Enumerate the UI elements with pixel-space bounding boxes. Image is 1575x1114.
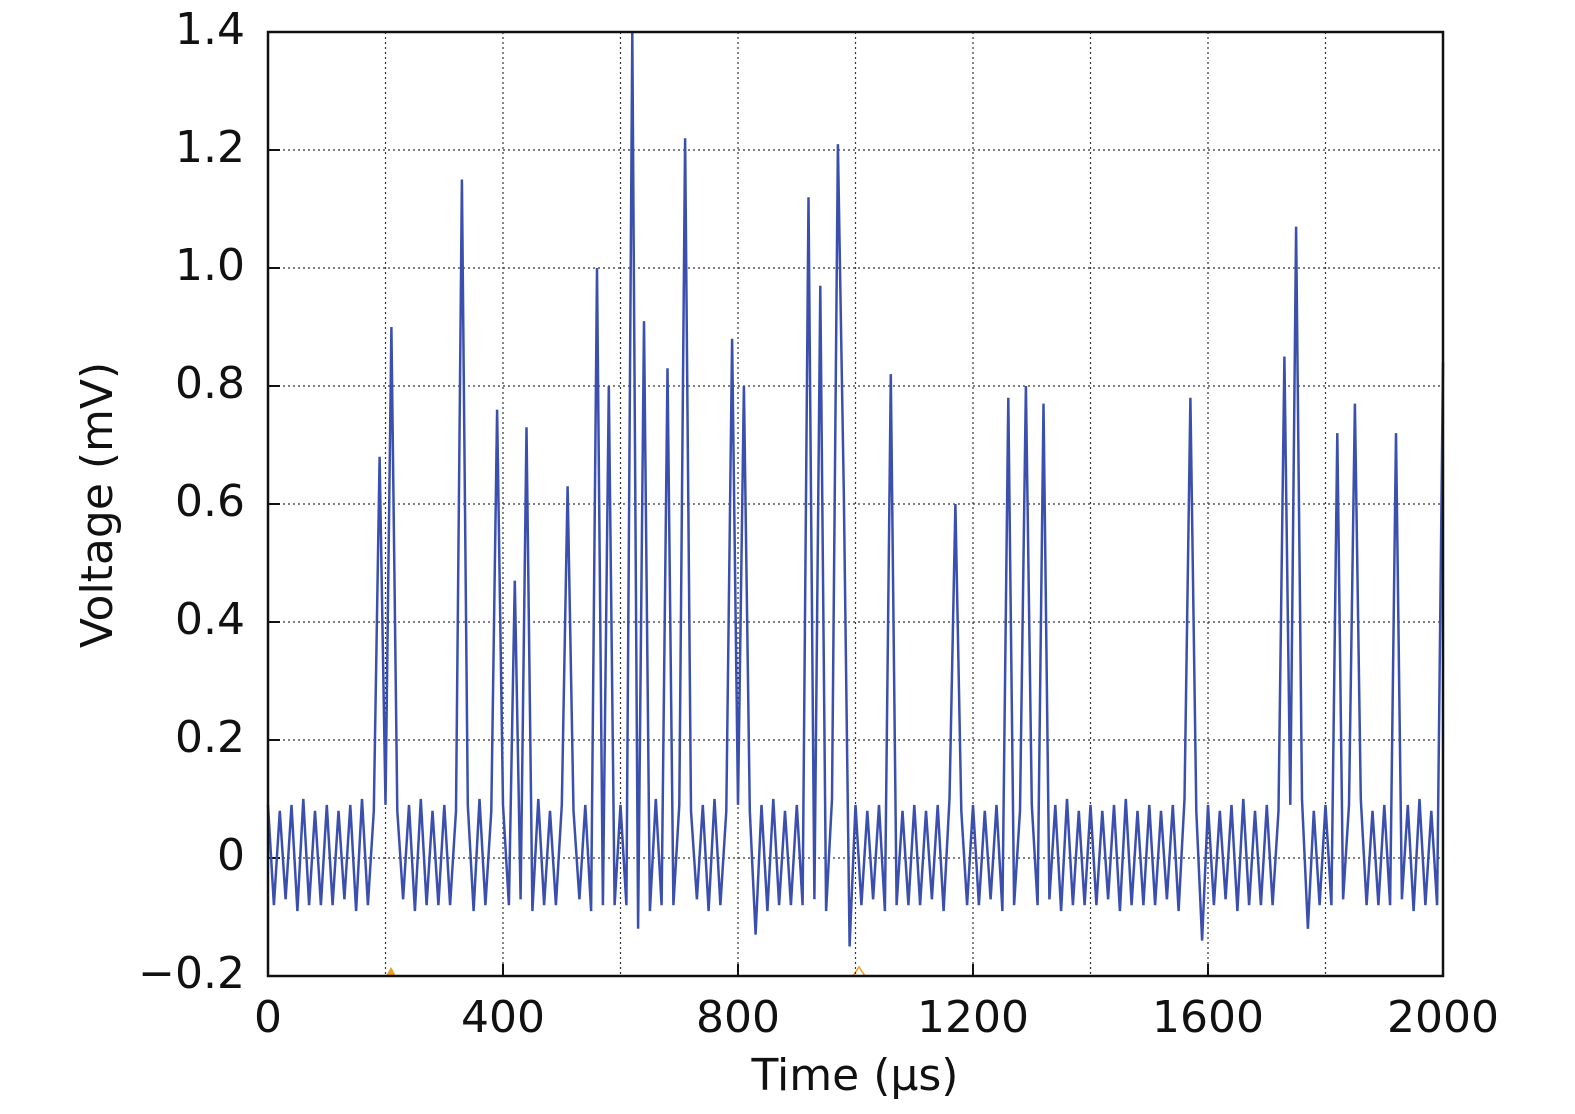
- y-axis-label: Voltage (mV): [72, 362, 123, 648]
- trigger-marker: [386, 967, 396, 976]
- x-axis-label: Time (µs): [751, 1050, 959, 1101]
- y-tick-label: 0.8: [175, 358, 245, 409]
- signal-line: [266, 31, 1445, 947]
- y-tick-label: 1.4: [175, 4, 245, 55]
- y-tick-label: 1.2: [175, 122, 245, 173]
- center-marker: [851, 965, 867, 977]
- x-tick-label: 400: [461, 992, 545, 1043]
- x-tick-label: 1200: [917, 992, 1029, 1043]
- y-tick-label: 0: [217, 830, 245, 881]
- x-tick-label: 800: [696, 992, 780, 1043]
- x-tick-label: 1600: [1152, 992, 1264, 1043]
- y-tick-label: −0.2: [138, 948, 245, 999]
- x-tick-label: 2000: [1387, 992, 1499, 1043]
- y-tick-label: 0.4: [175, 594, 245, 645]
- y-tick-label: 0.2: [175, 712, 245, 763]
- y-tick-label: 1.0: [175, 240, 245, 291]
- plot-frame: [266, 30, 1445, 978]
- y-tick-label: 0.6: [175, 476, 245, 527]
- x-tick-label: 0: [254, 992, 282, 1043]
